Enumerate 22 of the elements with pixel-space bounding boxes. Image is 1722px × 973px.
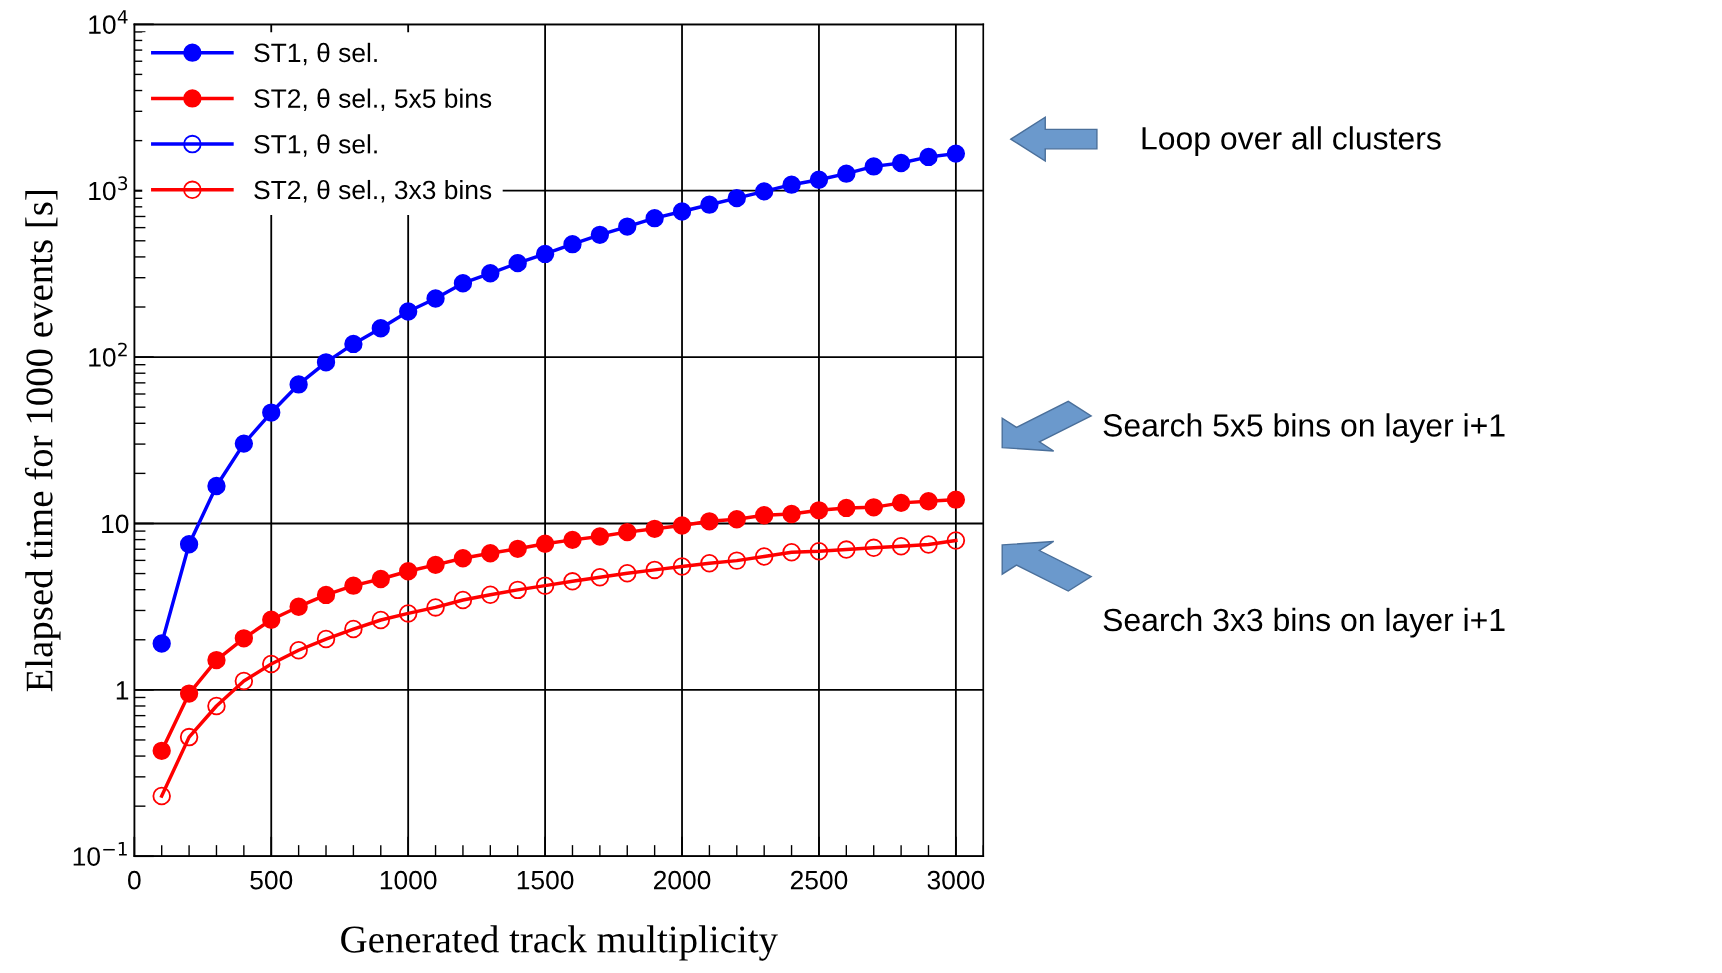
x-tick-label: 2500 — [790, 870, 848, 890]
y-tick-label: 10$^{4}$ — [89, 10, 128, 34]
x-tick-label: 0 — [128, 870, 141, 890]
text: Search 5x5 bins on layer i+1 — [1103, 413, 1505, 444]
y-tick-label: 10$^{2}$ — [89, 342, 127, 367]
y-tick-label: 10$^{3}$ — [89, 176, 128, 201]
text: Loop over all clusters — [1142, 126, 1441, 156]
legend-label: ST1, θ sel. — [254, 134, 377, 157]
y-axis-title: Elapsed time for 1000 events [s] — [24, 191, 61, 692]
y-tick-label: 10 — [102, 514, 129, 534]
legend-label: ST2, θ sel., 5x5 bins — [254, 88, 492, 112]
text: Search 3x3 bins on layer i+1 — [1103, 607, 1505, 638]
x-axis-title: Generated track multiplicity — [341, 925, 778, 961]
legend-label: ST2, θ sel., 3x3 bins — [254, 179, 492, 203]
y-tick-label: 10$^{−1}$ — [73, 842, 127, 866]
x-tick-label: 2000 — [654, 870, 711, 890]
y-tick-label: 1 — [116, 681, 129, 700]
x-tick-label: 3000 — [927, 870, 985, 890]
x-tick-label: 500 — [250, 870, 293, 890]
x-tick-label: 1000 — [380, 870, 437, 890]
x-tick-label: 1500 — [517, 870, 574, 890]
legend-label: ST1, θ sel. — [254, 42, 377, 66]
